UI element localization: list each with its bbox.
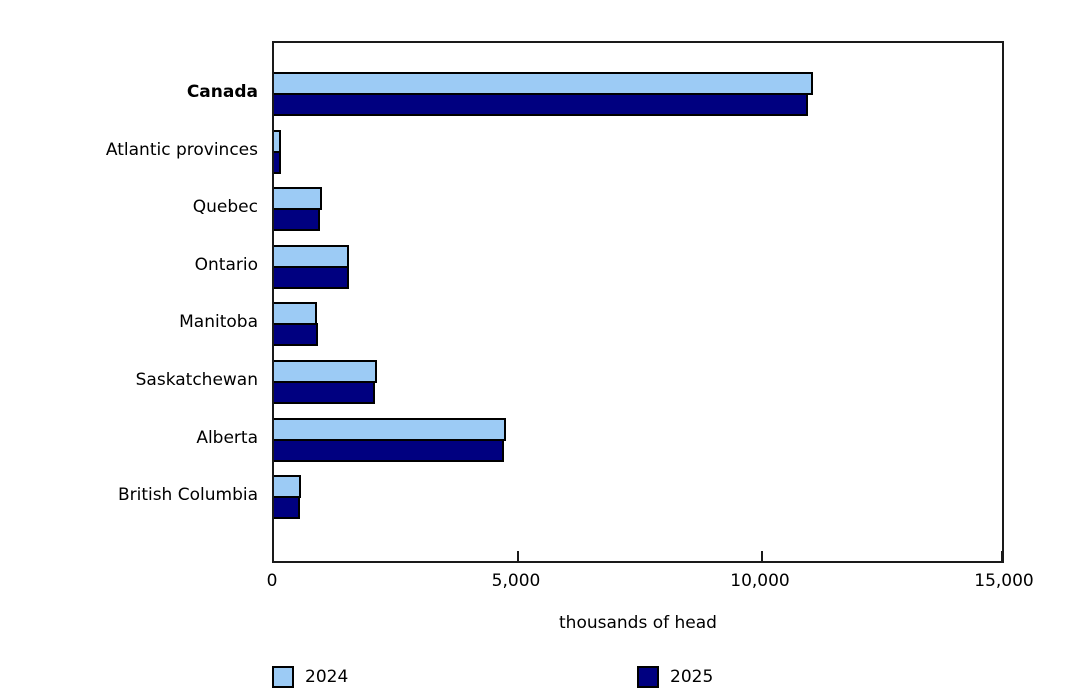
bar-group-manitoba [274,302,1006,347]
bar-2024-atlantic-provinces [274,129,281,153]
legend-item-2025: 2025 [637,664,713,690]
bar-2024-canada [274,72,813,95]
bar-2025-quebec [274,208,320,232]
legend-swatch-2025 [637,666,659,688]
category-label-quebec: Quebec [192,197,258,217]
bar-2024-alberta [274,417,506,441]
legend-item-2024: 2024 [272,664,348,690]
x-tick-mark-15000 [1001,551,1003,561]
legend-label-2024: 2024 [305,667,349,687]
x-axis-title: thousands of head [559,613,717,633]
bar-2025-canada [274,93,808,116]
bar-2025-atlantic-provinces [274,150,281,174]
bar-2024-saskatchewan [274,360,377,383]
bar-2025-british-columbia [274,496,300,520]
x-tick-label-0: 0 [266,571,278,591]
bar-group-alberta [274,417,1006,462]
bar-2024-manitoba [274,302,317,326]
category-label-canada: Canada [186,82,258,102]
category-label-ontario: Ontario [194,255,258,275]
bar-group-quebec [274,187,1006,232]
legend: 2024 2025 [0,664,1081,690]
bar-group-atlantic-provinces [274,129,1006,174]
x-tick-mark-10000 [761,551,763,561]
bar-2025-alberta [274,438,504,462]
category-label-british-columbia: British Columbia [117,485,258,505]
bar-group-british-columbia [274,475,1006,520]
category-label-manitoba: Manitoba [179,312,258,332]
bar-2025-saskatchewan [274,381,375,404]
x-tick-label-15000: 15,000 [974,571,1034,591]
bar-2025-ontario [274,265,349,289]
bar-2025-manitoba [274,323,318,347]
category-label-alberta: Alberta [196,428,258,448]
bar-group-canada [274,72,1006,116]
legend-label-2025: 2025 [670,667,714,687]
bar-2024-ontario [274,244,349,268]
x-tick-label-10000: 10,000 [730,571,790,591]
bar-2024-quebec [274,187,322,211]
plot-area [272,41,1004,563]
x-tick-mark-5000 [517,551,519,561]
category-label-saskatchewan: Saskatchewan [135,370,258,390]
bar-group-ontario [274,244,1006,289]
bar-group-saskatchewan [274,360,1006,404]
x-tick-label-5000: 5,000 [491,571,541,591]
legend-swatch-2024 [272,666,294,688]
category-label-atlantic-provinces: Atlantic provinces [105,140,258,160]
bar-2024-british-columbia [274,475,301,499]
